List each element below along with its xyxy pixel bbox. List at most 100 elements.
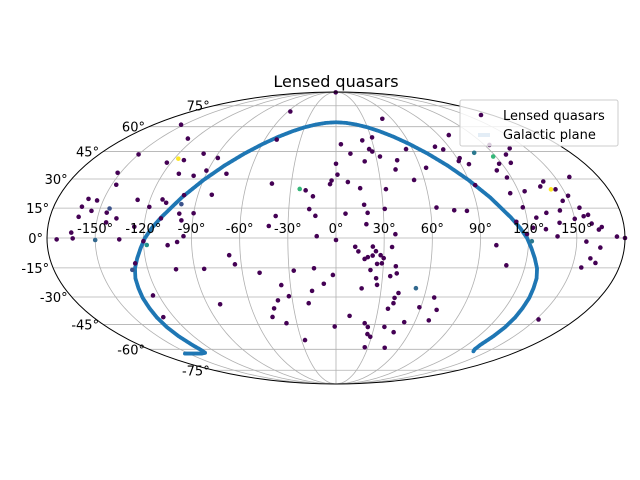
quasar-point — [165, 242, 170, 248]
longitude-tick-label: -30° — [274, 222, 302, 237]
quasar-point-highlight — [297, 186, 303, 192]
quasar-point — [226, 252, 232, 258]
quasar-point — [94, 198, 100, 203]
quasar-point — [185, 136, 191, 141]
quasar-point — [364, 221, 369, 227]
quasar-point — [356, 249, 361, 254]
quasar-point — [330, 272, 336, 278]
quasar-point — [391, 300, 396, 306]
quasar-point — [530, 225, 536, 231]
quasar-point — [160, 197, 165, 202]
quasar-point-highlight — [413, 285, 419, 291]
quasar-point — [378, 252, 383, 258]
quasar-point — [373, 276, 379, 281]
quasar-point — [224, 171, 229, 177]
quasar-point — [359, 286, 364, 291]
quasar-point — [161, 314, 166, 320]
legend-label-quasars: Lensed quasars — [503, 109, 605, 124]
quasar-point — [306, 300, 312, 306]
quasar-point-highlight — [471, 150, 477, 156]
quasar-point — [191, 173, 196, 179]
quasar-point — [379, 261, 385, 266]
quasar-point — [567, 174, 572, 180]
quasar-point — [68, 230, 74, 235]
quasar-point — [581, 213, 586, 219]
quasar-point — [103, 220, 109, 225]
quasar-point — [389, 244, 395, 250]
quasar-point — [306, 206, 312, 212]
quasar-point — [383, 186, 389, 192]
quasar-point — [278, 282, 284, 288]
quasar-point — [365, 210, 370, 216]
quasar-point — [173, 266, 179, 272]
quasar-point — [522, 188, 527, 194]
quasar-point — [393, 167, 398, 172]
quasar-point — [181, 233, 186, 239]
quasar-point — [136, 152, 141, 157]
quasar-point — [540, 179, 546, 184]
quasar-point — [432, 144, 438, 149]
quasar-point — [178, 122, 184, 127]
quasar-point — [596, 227, 602, 232]
quasar-point — [431, 295, 437, 300]
quasar-point — [217, 302, 223, 307]
quasar-point — [585, 212, 591, 218]
quasar-point — [174, 239, 180, 245]
quasar-point — [434, 307, 439, 313]
quasar-point — [266, 223, 272, 229]
quasar-point — [392, 295, 397, 301]
quasar-point — [381, 255, 387, 261]
quasar-point-highlight — [130, 267, 135, 273]
quasar-point — [338, 141, 344, 147]
quasar-point-highlight — [548, 187, 554, 192]
quasar-point — [370, 244, 376, 249]
quasar-point — [393, 231, 398, 237]
legend: Lensed quasars Galactic plane — [459, 99, 619, 147]
quasar-point — [335, 172, 340, 177]
quasar-point — [614, 234, 620, 239]
quasar-point — [273, 213, 278, 219]
latitude-tick-label: 45° — [76, 146, 99, 161]
quasar-point — [588, 256, 593, 261]
quasar-point — [176, 171, 182, 177]
quasar-point — [508, 160, 514, 166]
quasar-point — [555, 234, 560, 239]
quasar-point — [361, 202, 367, 208]
quasar-point — [362, 159, 368, 164]
quasar-point — [201, 151, 206, 156]
quasar-point — [553, 187, 558, 192]
quasar-point — [557, 220, 562, 226]
quasar-point — [466, 161, 472, 167]
quasar-point — [391, 329, 396, 335]
longitude-tick-label: 120° — [513, 222, 544, 237]
quasar-point — [116, 237, 122, 242]
quasar-point — [150, 293, 156, 298]
lensed-quasars-series — [54, 90, 628, 351]
quasar-point — [417, 304, 422, 310]
quasar-point — [423, 165, 429, 171]
latitude-tick-label: -75° — [182, 364, 210, 379]
quasar-point — [163, 200, 169, 206]
quasar-point — [411, 177, 417, 183]
quasar-point — [565, 193, 571, 199]
quasar-point — [584, 239, 589, 244]
quasar-point — [598, 245, 603, 250]
quasar-point — [472, 182, 478, 188]
quasar-point — [577, 205, 582, 211]
quasar-point — [313, 213, 318, 219]
latitude-tick-labels: -75° -60° -45°-30° -15° 0° 15° 30° 45° 60° 75° — [21, 100, 209, 380]
quasar-point — [374, 261, 380, 267]
quasar-point — [332, 324, 338, 329]
quasar-point — [321, 281, 327, 287]
quasar-point — [114, 216, 119, 221]
quasar-point — [377, 154, 383, 159]
quasar-point — [310, 194, 316, 199]
quasar-point — [456, 158, 462, 164]
quasar-point — [113, 182, 119, 188]
longitude-tick-label: 60° — [421, 222, 444, 237]
quasar-point — [579, 265, 584, 270]
quasar-point — [345, 179, 351, 185]
longitude-tick-label: -150° — [77, 222, 113, 237]
latitude-tick-label: -45° — [71, 318, 99, 333]
longitude-tick-label: -60° — [226, 222, 254, 237]
